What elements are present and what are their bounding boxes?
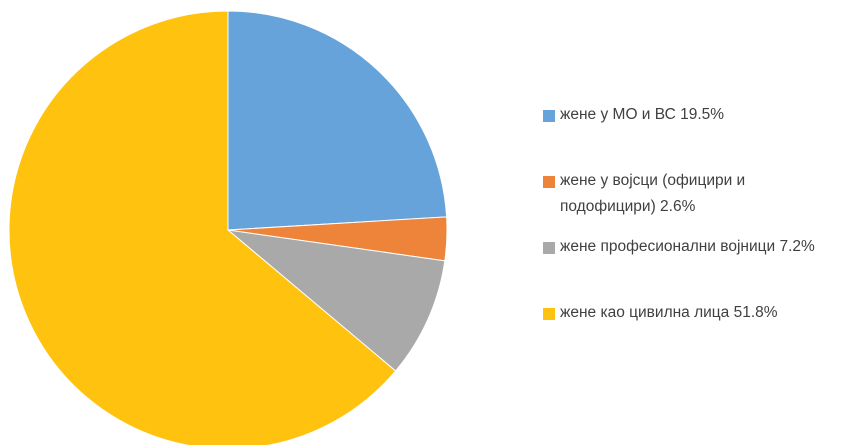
legend-text: жене у војсци (официри и подофицири) 2.6… [560, 168, 843, 220]
legend-label: жене професионални војници [560, 238, 776, 255]
legend-swatch [543, 110, 555, 122]
legend-swatch [543, 242, 555, 254]
legend-label: жене као цивилна лица [560, 304, 730, 321]
legend-item: жене као цивилна лица 51.8% [543, 304, 843, 370]
legend-swatch [543, 308, 555, 320]
legend-value: 7.2% [779, 238, 815, 255]
legend-value: 19.5% [680, 106, 725, 123]
legend-label: жене у војсци (официри и подофицири) [560, 172, 746, 215]
legend-item: жене у МО и ВС 19.5% [543, 106, 843, 172]
legend-value: 51.8% [733, 304, 778, 321]
legend-item: жене у војсци (официри и подофицири) 2.6… [543, 172, 843, 238]
legend-label: жене у МО и ВС [560, 106, 676, 123]
pie-slice [8, 10, 397, 445]
legend-text: жене као цивилна лица 51.8% [560, 300, 843, 326]
legend-text: жене у МО и ВС 19.5% [560, 102, 843, 128]
legend-item: жене професионални војници 7.2% [543, 238, 843, 304]
legend-value: 2.6% [660, 198, 696, 215]
legend: жене у МО и ВС 19.5% жене у војсци (офици… [543, 106, 843, 370]
legend-text: жене професионални војници 7.2% [560, 234, 843, 260]
pie-slice [227, 10, 448, 231]
pie-slice [226, 229, 446, 372]
legend-swatch [543, 176, 555, 188]
